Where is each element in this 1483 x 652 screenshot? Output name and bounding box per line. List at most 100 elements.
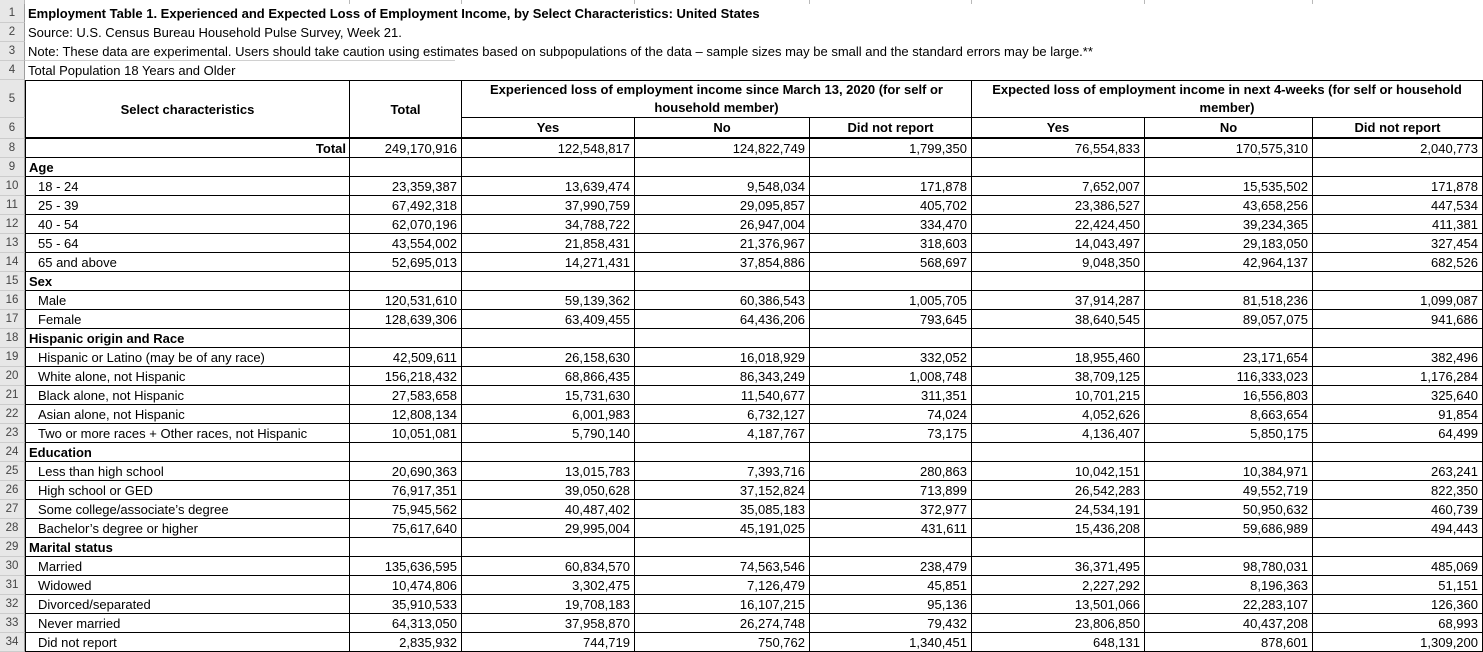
value-cell[interactable]: 73,175 — [810, 424, 972, 443]
header-total[interactable]: Total — [350, 80, 462, 139]
value-cell[interactable]: 35,085,183 — [635, 500, 810, 519]
value-cell[interactable]: 21,376,967 — [635, 234, 810, 253]
value-cell[interactable]: 793,645 — [810, 310, 972, 329]
value-cell[interactable]: 39,050,628 — [462, 481, 635, 500]
value-cell[interactable]: 7,652,007 — [972, 177, 1145, 196]
note-cell[interactable]: Note: These data are experimental. Users… — [25, 42, 1483, 61]
value-cell[interactable]: 1,799,350 — [810, 139, 972, 158]
value-cell[interactable]: 23,386,527 — [972, 196, 1145, 215]
value-cell[interactable]: 2,040,773 — [1313, 139, 1483, 158]
row-number[interactable]: 4 — [0, 61, 25, 80]
value-cell[interactable] — [1145, 329, 1313, 348]
value-cell[interactable]: 50,950,632 — [1145, 500, 1313, 519]
row-label-cell[interactable]: Asian alone, not Hispanic — [25, 405, 350, 424]
value-cell[interactable]: 431,611 — [810, 519, 972, 538]
value-cell[interactable]: 42,509,611 — [350, 348, 462, 367]
value-cell[interactable]: 135,636,595 — [350, 557, 462, 576]
row-number[interactable]: 22 — [0, 405, 25, 424]
value-cell[interactable]: 74,563,546 — [635, 557, 810, 576]
row-label-cell[interactable]: Age — [25, 158, 350, 177]
row-label-cell[interactable]: 65 and above — [25, 253, 350, 272]
value-cell[interactable]: 878,601 — [1145, 633, 1313, 652]
value-cell[interactable]: 29,183,050 — [1145, 234, 1313, 253]
row-number[interactable]: 15 — [0, 272, 25, 291]
value-cell[interactable]: 460,739 — [1313, 500, 1483, 519]
value-cell[interactable]: 14,043,497 — [972, 234, 1145, 253]
value-cell[interactable]: 382,496 — [1313, 348, 1483, 367]
value-cell[interactable]: 67,492,318 — [350, 196, 462, 215]
row-number[interactable]: 27 — [0, 500, 25, 519]
value-cell[interactable]: 128,639,306 — [350, 310, 462, 329]
value-cell[interactable]: 95,136 — [810, 595, 972, 614]
value-cell[interactable]: 1,309,200 — [1313, 633, 1483, 652]
value-cell[interactable] — [1145, 538, 1313, 557]
value-cell[interactable]: 52,695,013 — [350, 253, 462, 272]
row-number[interactable]: 30 — [0, 557, 25, 576]
value-cell[interactable]: 263,241 — [1313, 462, 1483, 481]
row-number[interactable]: 10 — [0, 177, 25, 196]
value-cell[interactable]: 249,170,916 — [350, 139, 462, 158]
value-cell[interactable]: 75,945,562 — [350, 500, 462, 519]
value-cell[interactable]: 648,131 — [972, 633, 1145, 652]
row-label-cell[interactable]: White alone, not Hispanic — [25, 367, 350, 386]
row-number[interactable]: 31 — [0, 576, 25, 595]
row-label-cell[interactable]: Marital status — [25, 538, 350, 557]
row-label-cell[interactable]: 18 - 24 — [25, 177, 350, 196]
value-cell[interactable]: 116,333,023 — [1145, 367, 1313, 386]
header-experienced-yes[interactable]: Yes — [462, 118, 635, 139]
value-cell[interactable]: 76,917,351 — [350, 481, 462, 500]
value-cell[interactable]: 39,234,365 — [1145, 215, 1313, 234]
header-expected-no[interactable]: No — [1145, 118, 1313, 139]
row-number[interactable]: 6 — [0, 118, 25, 139]
value-cell[interactable] — [1145, 272, 1313, 291]
value-cell[interactable] — [462, 272, 635, 291]
row-label-cell[interactable]: High school or GED — [25, 481, 350, 500]
row-label-cell[interactable]: Widowed — [25, 576, 350, 595]
value-cell[interactable]: 26,274,748 — [635, 614, 810, 633]
row-label-cell[interactable]: Hispanic origin and Race — [25, 329, 350, 348]
value-cell[interactable]: 15,436,208 — [972, 519, 1145, 538]
row-label-cell[interactable]: Less than high school — [25, 462, 350, 481]
value-cell[interactable]: 40,437,208 — [1145, 614, 1313, 633]
header-expected-dnr[interactable]: Did not report — [1313, 118, 1483, 139]
row-label-cell[interactable]: Some college/associate’s degree — [25, 500, 350, 519]
value-cell[interactable]: 51,151 — [1313, 576, 1483, 595]
value-cell[interactable]: 34,788,722 — [462, 215, 635, 234]
value-cell[interactable]: 10,042,151 — [972, 462, 1145, 481]
row-label-cell[interactable]: 40 - 54 — [25, 215, 350, 234]
value-cell[interactable] — [810, 329, 972, 348]
value-cell[interactable]: 682,526 — [1313, 253, 1483, 272]
value-cell[interactable] — [972, 272, 1145, 291]
value-cell[interactable]: 63,409,455 — [462, 310, 635, 329]
value-cell[interactable]: 43,658,256 — [1145, 196, 1313, 215]
value-cell[interactable] — [635, 443, 810, 462]
value-cell[interactable]: 45,191,025 — [635, 519, 810, 538]
row-number[interactable]: 24 — [0, 443, 25, 462]
value-cell[interactable]: 36,371,495 — [972, 557, 1145, 576]
value-cell[interactable] — [972, 158, 1145, 177]
value-cell[interactable]: 10,051,081 — [350, 424, 462, 443]
value-cell[interactable]: 14,271,431 — [462, 253, 635, 272]
value-cell[interactable]: 280,863 — [810, 462, 972, 481]
value-cell[interactable] — [972, 443, 1145, 462]
value-cell[interactable]: 62,070,196 — [350, 215, 462, 234]
row-label-cell[interactable]: Male — [25, 291, 350, 310]
value-cell[interactable]: 5,850,175 — [1145, 424, 1313, 443]
value-cell[interactable]: 6,732,127 — [635, 405, 810, 424]
row-number[interactable]: 12 — [0, 215, 25, 234]
value-cell[interactable]: 822,350 — [1313, 481, 1483, 500]
value-cell[interactable] — [1145, 443, 1313, 462]
value-cell[interactable] — [972, 538, 1145, 557]
value-cell[interactable]: 35,910,533 — [350, 595, 462, 614]
value-cell[interactable]: 171,878 — [810, 177, 972, 196]
value-cell[interactable]: 10,474,806 — [350, 576, 462, 595]
row-number[interactable]: 21 — [0, 386, 25, 405]
row-number[interactable]: 25 — [0, 462, 25, 481]
value-cell[interactable]: 485,069 — [1313, 557, 1483, 576]
value-cell[interactable]: 64,313,050 — [350, 614, 462, 633]
value-cell[interactable]: 76,554,833 — [972, 139, 1145, 158]
value-cell[interactable]: 1,340,451 — [810, 633, 972, 652]
row-label-cell[interactable]: Hispanic or Latino (may be of any race) — [25, 348, 350, 367]
value-cell[interactable]: 120,531,610 — [350, 291, 462, 310]
value-cell[interactable]: 18,955,460 — [972, 348, 1145, 367]
